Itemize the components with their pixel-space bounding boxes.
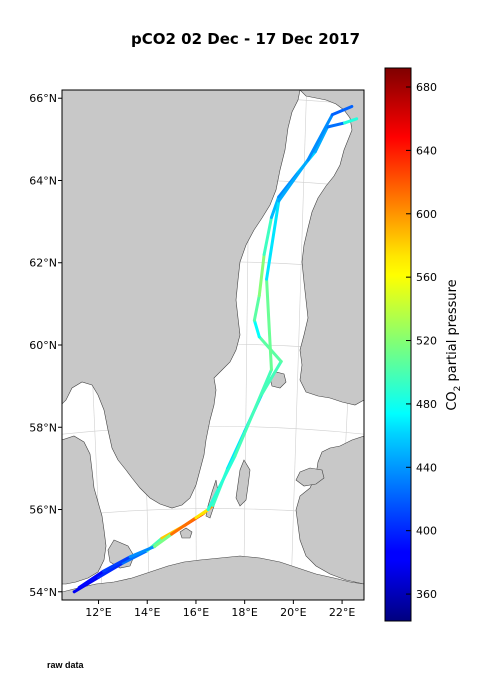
track-segment xyxy=(313,125,329,154)
colorbar-tick-label: 440 xyxy=(416,461,437,474)
southern-coast-land xyxy=(62,555,364,600)
parallel-line xyxy=(62,425,364,435)
baltic-states-land xyxy=(295,435,364,585)
bornholm-island xyxy=(179,527,193,539)
track-segment xyxy=(265,199,281,281)
land-masses xyxy=(62,90,364,600)
lon-tick-label: 18°E xyxy=(231,606,257,619)
track-segment xyxy=(343,117,359,125)
track-segment xyxy=(252,294,261,322)
denmark-land xyxy=(62,435,107,585)
track-segment xyxy=(330,104,354,117)
lon-tick-label: 22°E xyxy=(329,606,355,619)
lat-tick-label: 60°N xyxy=(29,339,57,352)
colorbar-tick-label: 560 xyxy=(416,271,437,284)
finland-land xyxy=(299,90,364,406)
saaremaa-island xyxy=(295,467,325,487)
track-segment xyxy=(128,545,157,559)
lon-tick-label: 12°E xyxy=(85,606,111,619)
track-segment xyxy=(306,113,334,162)
track-segment xyxy=(277,158,310,203)
colorbar-tick-label: 640 xyxy=(416,144,437,157)
track-segment xyxy=(77,569,105,590)
lon-tick-label: 16°E xyxy=(183,606,209,619)
track-segment xyxy=(257,253,266,298)
colorbar-tick-label: 600 xyxy=(416,208,437,221)
track-segment xyxy=(153,532,174,549)
lat-tick-label: 56°N xyxy=(29,504,57,517)
lat-tick-label: 66°N xyxy=(29,92,57,105)
track-segment xyxy=(194,508,210,520)
lat-tick-label: 64°N xyxy=(29,174,57,187)
colorbar-tick-label: 480 xyxy=(416,398,437,411)
track-segment xyxy=(72,575,101,594)
figure-title: pCO2 02 Dec - 17 Dec 2017 xyxy=(130,30,361,48)
colorbar xyxy=(384,67,412,622)
pco2-track xyxy=(72,104,359,594)
lon-tick-label: 14°E xyxy=(134,606,160,619)
track-segment xyxy=(97,561,125,579)
map-content xyxy=(62,90,364,600)
gotland-island xyxy=(235,459,251,507)
lat-tick-label: 58°N xyxy=(29,421,57,434)
track-segment xyxy=(170,516,198,536)
longitude-labels: 12°E 14°E 16°E 18°E 20°E 22°E xyxy=(85,600,355,619)
track-segment xyxy=(265,277,273,372)
colorbar-tick-label: 400 xyxy=(416,525,437,538)
track-segment xyxy=(206,454,237,512)
lat-tick-label: 62°N xyxy=(29,257,57,270)
colorbar-ticks: 360 400 440 480 520 560 600 640 680 xyxy=(406,81,437,601)
track-segment xyxy=(233,368,273,458)
colorbar-tick-label: 520 xyxy=(416,335,437,348)
track-segment xyxy=(325,121,347,129)
track-segment xyxy=(101,555,132,573)
lat-tick-label: 54°N xyxy=(29,586,57,599)
colorbar-tick-label: 680 xyxy=(416,81,437,94)
scandinavia-land xyxy=(62,90,301,509)
track-segment xyxy=(252,318,261,339)
latitude-labels: 54°N 56°N 58°N 60°N 62°N 64°N 66°N xyxy=(29,92,62,599)
lon-tick-label: 20°E xyxy=(280,606,306,619)
meridian-line xyxy=(290,90,307,600)
raw-data-label: raw data xyxy=(47,660,84,670)
track-segment xyxy=(262,216,273,257)
colorbar-label: CO2 partial pressure xyxy=(445,279,463,410)
colorbar-tick-label: 360 xyxy=(416,588,437,601)
